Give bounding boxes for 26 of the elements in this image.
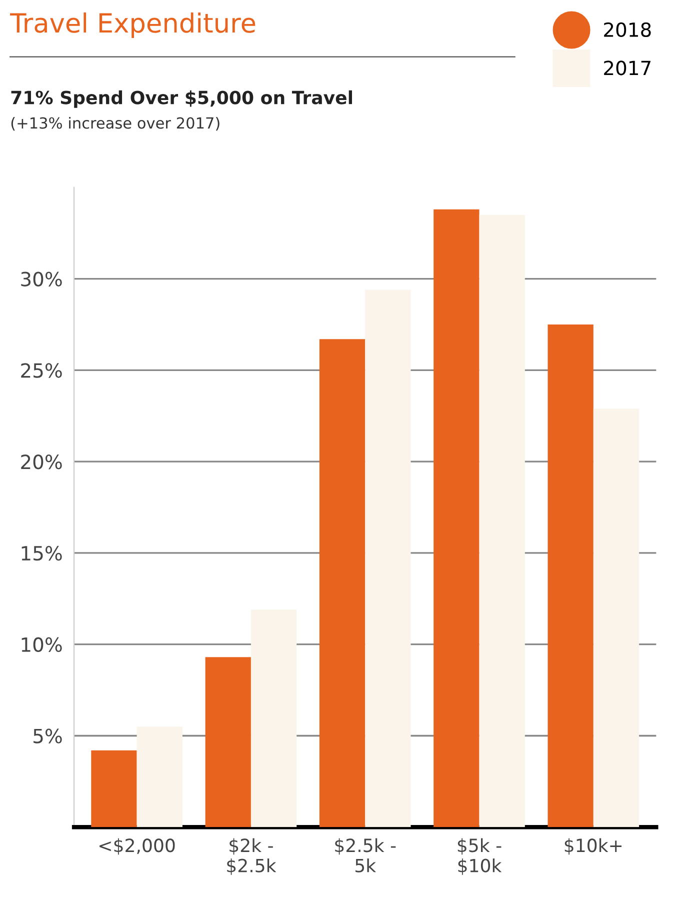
bar — [319, 339, 366, 828]
bar — [250, 610, 297, 828]
y-tick-label: 10% — [22, 637, 62, 652]
y-tick-label: 5% — [34, 728, 62, 744]
bar — [548, 324, 594, 828]
x-tick-label: $2.5k - 5k — [335, 838, 396, 872]
bar — [479, 214, 525, 828]
bar — [136, 726, 182, 828]
x-tick-label: $10k+ — [564, 838, 622, 855]
x-tick-label: <$2,000 — [100, 838, 175, 855]
chart-subtitle: 71% Spend Over $5,000 on Travel — [11, 90, 352, 108]
bar — [434, 209, 480, 828]
bar — [205, 657, 251, 828]
y-tick-label: 30% — [21, 272, 62, 286]
y-tick-label: 20% — [21, 454, 62, 470]
y-tick-label: 25% — [21, 363, 62, 378]
x-tick-label: $5k - $10k — [458, 838, 502, 875]
bar — [593, 408, 640, 828]
text: (+13% increase over 2017) — [11, 116, 220, 131]
x-tick-label: $2k - $2.5k — [227, 838, 276, 875]
legend-label: 2017 — [604, 60, 650, 76]
bar — [365, 290, 411, 828]
chart-title: Travel Expenditure — [10, 12, 256, 38]
bar — [91, 750, 137, 828]
legend-label: 2018 — [604, 22, 651, 38]
y-tick-label: 15% — [22, 546, 62, 561]
